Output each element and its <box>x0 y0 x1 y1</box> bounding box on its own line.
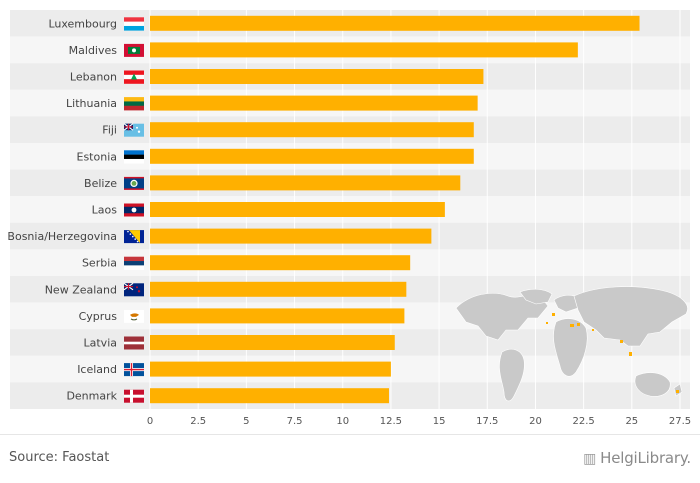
lebanon-flag-icon <box>124 70 144 84</box>
bar[interactable] <box>150 228 432 244</box>
map-highlight <box>552 313 555 316</box>
category-label: Iceland <box>77 363 117 376</box>
bar[interactable] <box>150 308 405 324</box>
x-tick-label: 12.5 <box>380 416 402 427</box>
map-highlight <box>676 390 679 393</box>
category-label: Lithuania <box>66 97 117 110</box>
bars <box>150 15 640 404</box>
bar[interactable] <box>150 69 484 84</box>
category-label: Cyprus <box>79 310 118 323</box>
fiji-flag-icon <box>123 123 144 137</box>
bar[interactable] <box>150 42 578 58</box>
map-landmass <box>634 372 671 397</box>
estonia-flag-icon <box>124 150 144 164</box>
bar[interactable] <box>150 281 407 297</box>
source-note: Source: Faostat <box>9 450 110 465</box>
map-highlight <box>570 324 574 327</box>
cyprus-flag-icon <box>124 309 144 323</box>
x-tick-label: 17.5 <box>476 416 498 427</box>
category-label: Laos <box>92 204 118 217</box>
x-tick-label: 15 <box>433 416 446 427</box>
map-highlight <box>592 329 594 331</box>
luxembourg-flag-icon <box>124 17 144 31</box>
category-label: Estonia <box>77 150 118 163</box>
belize-flag-icon <box>124 176 144 190</box>
flag-icons <box>123 17 144 403</box>
x-tick-label: 10 <box>336 416 349 427</box>
map-landmass <box>573 286 688 347</box>
world-map-icon <box>455 286 688 402</box>
category-label: Bosnia/Herzegovina <box>7 230 117 243</box>
category-label: Luxembourg <box>48 17 117 30</box>
map-highlight <box>620 340 623 343</box>
category-label: Belize <box>84 177 117 190</box>
maldives-flag-icon <box>124 43 144 57</box>
x-tick-labels: 0 2.5 5 7.5 10 12.5 15 17.5 20 22.5 25 27.5 <box>147 416 691 427</box>
bar[interactable] <box>150 148 474 164</box>
bar[interactable] <box>150 388 389 404</box>
category-label: New Zealand <box>45 283 117 296</box>
latvia-flag-icon <box>124 336 144 350</box>
bar[interactable] <box>150 122 474 138</box>
category-label: Maldives <box>69 44 118 57</box>
bar[interactable] <box>150 335 395 350</box>
x-tick-label: 20 <box>529 416 542 427</box>
map-landmass <box>553 318 588 377</box>
map-landmass <box>519 288 553 305</box>
bar[interactable] <box>150 95 478 111</box>
category-label: Fiji <box>102 124 117 137</box>
x-tick-label: 27.5 <box>669 416 691 427</box>
x-tick-label: 25 <box>625 416 638 427</box>
category-label: Lebanon <box>70 71 117 84</box>
bar[interactable] <box>150 175 461 191</box>
map-landmass <box>499 348 525 402</box>
map-highlight <box>577 323 580 326</box>
x-tick-label: 2.5 <box>190 416 206 427</box>
map-highlight <box>629 352 632 356</box>
bar[interactable] <box>150 15 640 31</box>
category-label: Denmark <box>66 390 117 403</box>
bosnia-flag-icon <box>124 230 144 244</box>
laos-flag-icon <box>124 203 144 217</box>
x-tick-label: 22.5 <box>573 416 595 427</box>
bar[interactable] <box>150 202 445 217</box>
new-zealand-flag-icon <box>123 282 144 297</box>
x-tick-label: 5 <box>243 416 249 427</box>
category-label: Serbia <box>82 257 117 270</box>
iceland-flag-icon <box>124 363 144 377</box>
brand-text: HelgiLibrary. <box>600 449 691 467</box>
x-tick-label: 7.5 <box>287 416 303 427</box>
bar[interactable] <box>150 255 411 271</box>
bar-chart: Luxembourg Maldives Lebanon Lithuania Fiji Es… <box>7 10 691 427</box>
brand-logo[interactable]: ▥ HelgiLibrary. <box>583 449 691 467</box>
category-labels: Luxembourg Maldives Lebanon Lithuania Fiji Es… <box>7 17 117 402</box>
footer-divider <box>0 434 700 435</box>
map-highlight <box>546 322 548 324</box>
bar[interactable] <box>150 361 391 377</box>
serbia-flag-icon <box>124 256 144 270</box>
x-tick-label: 0 <box>147 416 153 427</box>
library-logo-icon: ▥ <box>583 451 597 467</box>
denmark-flag-icon <box>124 389 144 403</box>
category-label: Latvia <box>84 337 118 350</box>
lithuania-flag-icon <box>124 97 144 111</box>
map-landmass <box>553 294 581 313</box>
